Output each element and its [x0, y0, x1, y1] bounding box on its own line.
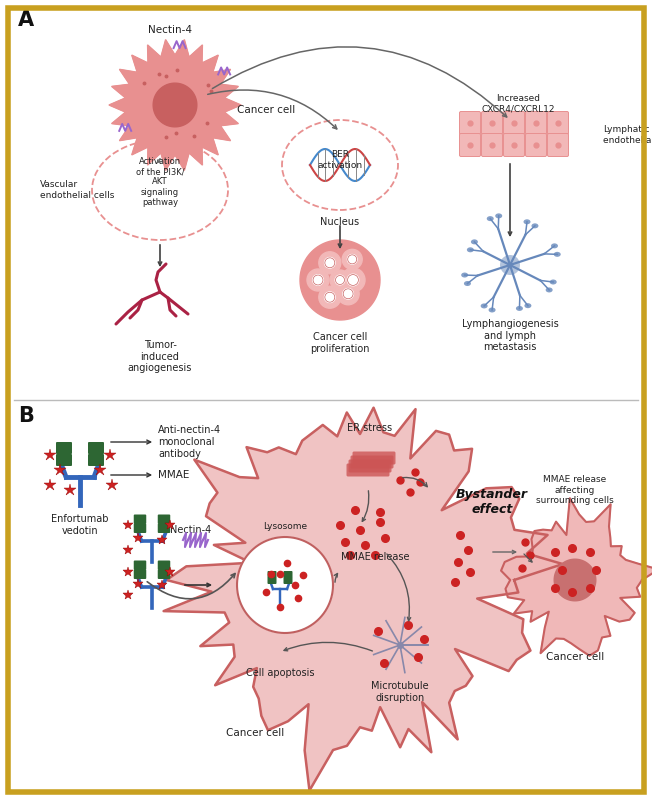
Ellipse shape — [524, 303, 531, 308]
Text: Nectin-4: Nectin-4 — [170, 525, 211, 535]
Text: Tumor-
induced
angiogenesis: Tumor- induced angiogenesis — [128, 340, 192, 373]
Ellipse shape — [546, 287, 553, 293]
Polygon shape — [300, 240, 380, 320]
Text: Bystander
effect: Bystander effect — [456, 488, 528, 516]
FancyBboxPatch shape — [158, 561, 170, 570]
Circle shape — [330, 270, 350, 290]
FancyBboxPatch shape — [134, 561, 146, 570]
Circle shape — [307, 269, 329, 291]
FancyBboxPatch shape — [88, 442, 104, 454]
Circle shape — [343, 289, 353, 299]
FancyBboxPatch shape — [460, 134, 481, 157]
Text: Lymphangiogenesis
and lymph
metastasis: Lymphangiogenesis and lymph metastasis — [462, 319, 558, 352]
Text: Increased
CXCR4/CXCRL12: Increased CXCR4/CXCRL12 — [481, 94, 555, 113]
Text: Nectin-4: Nectin-4 — [148, 25, 192, 35]
FancyBboxPatch shape — [158, 570, 170, 579]
FancyBboxPatch shape — [503, 111, 524, 134]
Ellipse shape — [464, 281, 471, 286]
Text: Enfortumab
vedotin: Enfortumab vedotin — [52, 514, 109, 536]
Polygon shape — [153, 83, 197, 127]
Circle shape — [337, 282, 359, 305]
Polygon shape — [501, 498, 652, 656]
FancyBboxPatch shape — [134, 523, 146, 533]
FancyBboxPatch shape — [481, 111, 503, 134]
Text: Cancer cell: Cancer cell — [237, 105, 295, 115]
FancyBboxPatch shape — [526, 111, 546, 134]
Text: A: A — [18, 10, 34, 30]
FancyBboxPatch shape — [353, 451, 396, 465]
Text: BER
activation: BER activation — [318, 150, 363, 170]
FancyBboxPatch shape — [548, 111, 569, 134]
Text: Activation
of the PI3K/
AKT
signaling
pathway: Activation of the PI3K/ AKT signaling pa… — [136, 157, 185, 207]
Circle shape — [348, 274, 359, 286]
FancyBboxPatch shape — [267, 571, 276, 578]
Text: Lymphatic
endothelial cells: Lymphatic endothelial cells — [603, 126, 652, 145]
FancyBboxPatch shape — [548, 134, 569, 157]
Ellipse shape — [496, 214, 502, 218]
Text: Cancer cell: Cancer cell — [546, 652, 604, 662]
Circle shape — [341, 268, 365, 292]
Text: ER stress: ER stress — [348, 423, 393, 433]
Circle shape — [342, 250, 363, 270]
Ellipse shape — [531, 223, 539, 228]
FancyBboxPatch shape — [481, 134, 503, 157]
Text: MMAE release: MMAE release — [341, 552, 409, 562]
Text: MMAE: MMAE — [158, 470, 189, 480]
Polygon shape — [164, 408, 563, 790]
Circle shape — [313, 274, 323, 286]
Text: Vascular
endothelial cells: Vascular endothelial cells — [40, 180, 114, 200]
FancyBboxPatch shape — [346, 463, 389, 477]
FancyBboxPatch shape — [526, 134, 546, 157]
FancyBboxPatch shape — [88, 454, 104, 466]
Circle shape — [335, 275, 345, 285]
FancyBboxPatch shape — [56, 454, 72, 466]
Ellipse shape — [471, 239, 478, 244]
Circle shape — [319, 252, 341, 274]
FancyBboxPatch shape — [284, 577, 293, 584]
Ellipse shape — [516, 306, 523, 311]
FancyBboxPatch shape — [284, 571, 293, 578]
Circle shape — [348, 254, 357, 264]
FancyBboxPatch shape — [134, 570, 146, 579]
Ellipse shape — [487, 216, 494, 221]
FancyBboxPatch shape — [56, 442, 72, 454]
Polygon shape — [109, 40, 241, 170]
Circle shape — [325, 258, 335, 268]
FancyBboxPatch shape — [267, 577, 276, 584]
Ellipse shape — [551, 243, 558, 248]
Ellipse shape — [481, 303, 488, 309]
FancyBboxPatch shape — [503, 134, 524, 157]
Ellipse shape — [461, 273, 468, 278]
Ellipse shape — [554, 252, 561, 257]
Text: Nucleus: Nucleus — [320, 217, 359, 227]
Text: Cell apoptosis: Cell apoptosis — [246, 668, 314, 678]
Text: Cancer cell: Cancer cell — [226, 728, 284, 738]
FancyBboxPatch shape — [134, 514, 146, 524]
Text: Microtubule
disruption: Microtubule disruption — [371, 681, 429, 702]
FancyBboxPatch shape — [460, 111, 481, 134]
Circle shape — [500, 255, 520, 275]
Text: Cancer cell
proliferation: Cancer cell proliferation — [310, 332, 370, 354]
Polygon shape — [237, 537, 333, 633]
Ellipse shape — [550, 279, 557, 285]
Text: MMAE release
affecting
surrounding cells: MMAE release affecting surrounding cells — [536, 475, 614, 505]
FancyBboxPatch shape — [158, 523, 170, 533]
Circle shape — [325, 292, 335, 302]
Ellipse shape — [488, 307, 496, 313]
Ellipse shape — [467, 247, 474, 252]
FancyBboxPatch shape — [351, 455, 394, 469]
Text: Lysosome: Lysosome — [263, 522, 307, 531]
Ellipse shape — [524, 219, 531, 224]
FancyBboxPatch shape — [158, 514, 170, 524]
Text: B: B — [18, 406, 34, 426]
Polygon shape — [554, 559, 596, 601]
Text: Anti-nectin-4
monoclonal
antibody: Anti-nectin-4 monoclonal antibody — [158, 426, 221, 458]
FancyBboxPatch shape — [349, 459, 391, 473]
Circle shape — [319, 286, 341, 308]
